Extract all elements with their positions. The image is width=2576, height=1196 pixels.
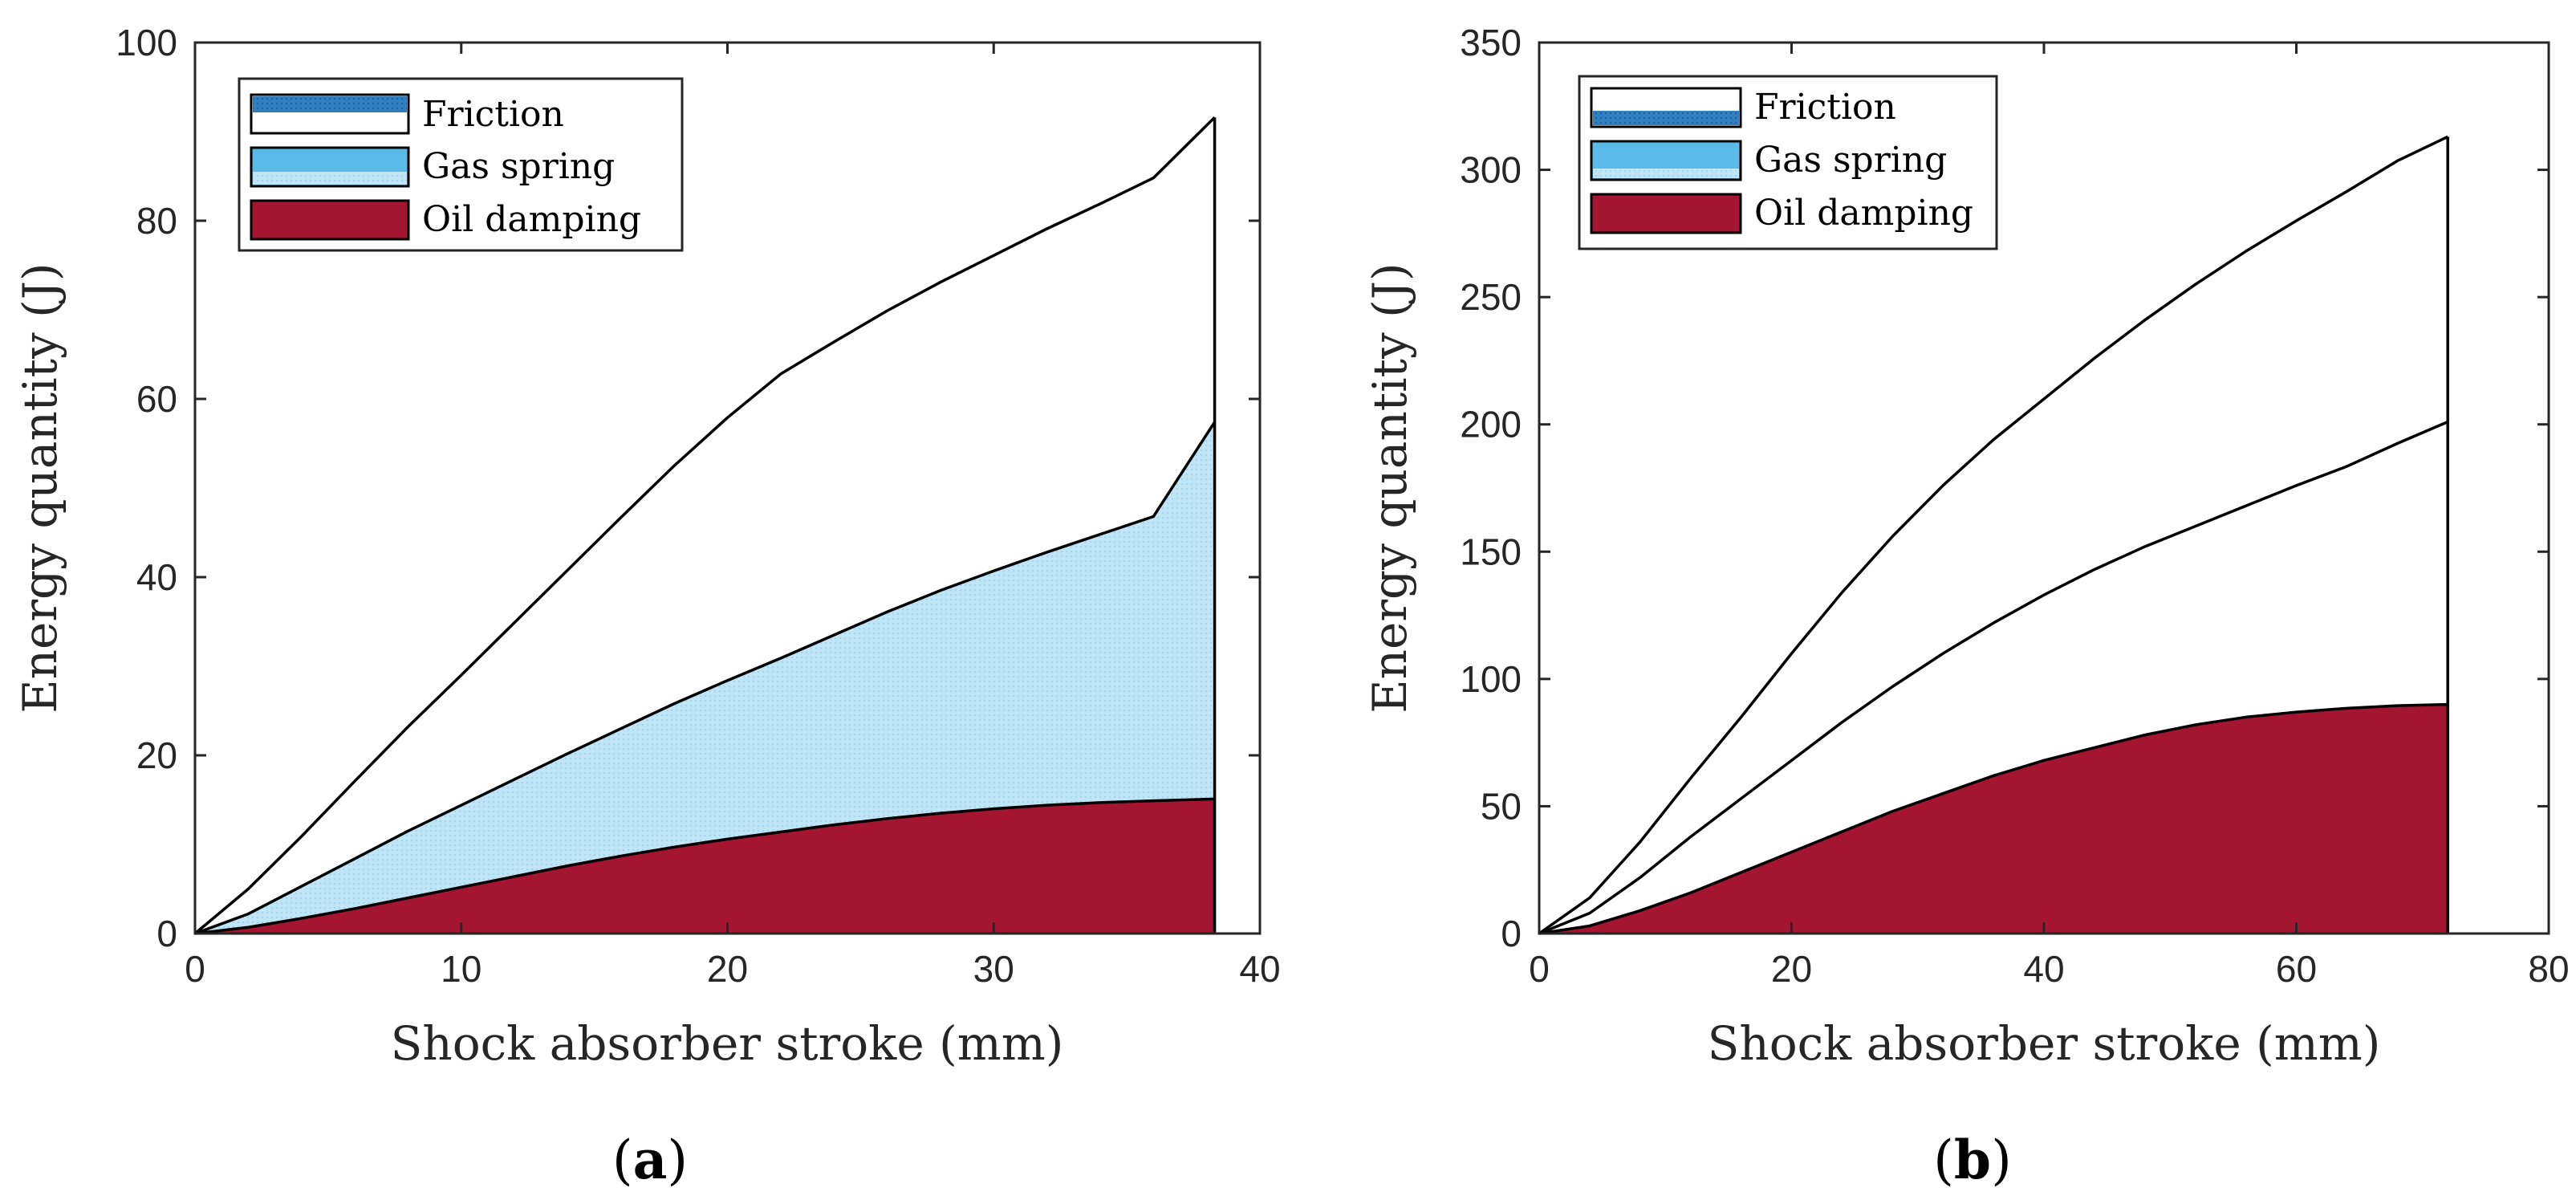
y-tick-label-b: 300 — [1460, 149, 1522, 191]
legend-a: Friction Gas spring Oil damping — [238, 77, 684, 252]
areas-a — [195, 117, 1215, 934]
y-tick-label-b: 250 — [1460, 276, 1522, 318]
x-axis-label-b: Shock absorber stroke (mm) — [1708, 1016, 2381, 1071]
area-oil-damping-b — [1539, 704, 2448, 934]
x-tick-label-a: 30 — [973, 948, 1014, 990]
areas-b — [1539, 136, 2448, 934]
x-tick-label-b: 80 — [2528, 948, 2569, 990]
legend-item-gas-spring-a: Gas spring — [250, 146, 615, 188]
area-oil-damping-a — [195, 799, 1215, 934]
line-friction-b — [1538, 135, 2448, 935]
line-gas-spring-a — [194, 421, 1217, 935]
x-tick-label-b: 20 — [1771, 948, 1812, 990]
legend-item-gas-spring-b: Gas spring — [1590, 140, 1947, 181]
legend-label-friction-a: Friction — [422, 94, 564, 135]
y-tick-label-b: 150 — [1460, 531, 1522, 572]
legend-b: Friction Gas spring Oil damping — [1578, 75, 1998, 250]
y-tick-label-a: 100 — [116, 22, 177, 63]
legend-item-oil-damping-a: Oil damping — [250, 199, 641, 241]
lines-a — [193, 116, 1217, 935]
y-tick-label-a: 60 — [136, 378, 177, 420]
legend-swatch-friction-fill-a — [253, 96, 407, 112]
area-friction-b — [1539, 136, 2448, 934]
legend-item-friction-a: Friction — [250, 93, 564, 135]
y-tick-label-a: 40 — [136, 556, 177, 598]
area-gas-spring-a — [195, 421, 1215, 934]
y-tick-label-b: 350 — [1460, 22, 1522, 63]
y-tick-label-b: 100 — [1460, 658, 1522, 700]
legend-swatch-oil-damping-b — [1590, 193, 1742, 234]
legend-label-gas-spring-a: Gas spring — [422, 146, 615, 187]
legend-label-oil-damping-a: Oil damping — [422, 199, 641, 240]
ticks-b: 0 20 40 60 80 0 50 100 150 200 250 300 350 — [1460, 22, 2569, 990]
y-tick-label-a: 80 — [136, 200, 177, 242]
area-friction-a — [195, 117, 1215, 934]
area-gas-spring-b — [1539, 421, 2448, 934]
x-tick-label-b: 40 — [2023, 948, 2064, 990]
line-gas-spring-b — [1538, 420, 2448, 935]
line-friction-a — [193, 116, 1216, 935]
x-tick-label-b: 60 — [2276, 948, 2317, 990]
chart-a: 0 10 20 30 40 0 20 40 60 80 100 Shock absorber str… — [13, 22, 1281, 1191]
line-oil-damping-b — [1538, 702, 2448, 935]
legend-label-gas-spring-b: Gas spring — [1754, 140, 1947, 181]
legend-label-oil-damping-b: Oil damping — [1754, 193, 1973, 234]
y-tick-label-b: 200 — [1460, 404, 1522, 445]
legend-swatch-friction-fill-b — [1593, 111, 1739, 125]
panel-label-a: (a) — [612, 1129, 688, 1191]
x-tick-label-a: 10 — [441, 948, 481, 990]
x-tick-label-a: 0 — [185, 948, 205, 990]
y-tick-label-a: 0 — [156, 913, 177, 954]
y-tick-label-a: 20 — [136, 734, 177, 776]
y-tick-label-b: 50 — [1481, 785, 1522, 827]
x-tick-label-b: 0 — [1529, 948, 1550, 990]
legend-swatch-gas-spring-fill-b — [1593, 169, 1739, 178]
y-tick-label-b: 0 — [1501, 913, 1522, 954]
ticks-a: 0 10 20 30 40 0 20 40 60 80 100 — [116, 22, 1280, 990]
y-axis-label-b: Energy quantity (J) — [1363, 262, 1417, 713]
panel-label-b: (b) — [1933, 1129, 2012, 1191]
line-oil-damping-a — [194, 797, 1215, 935]
legend-swatch-gas-spring-fill-a — [253, 172, 407, 185]
chart-b: 0 20 40 60 80 0 50 100 150 200 250 300 350 Shock abs… — [1363, 22, 2570, 1191]
legend-swatch-oil-damping-a — [250, 199, 410, 241]
x-tick-label-a: 20 — [707, 948, 748, 990]
y-axis-label-a: Energy quantity (J) — [13, 262, 67, 713]
lines-b — [1538, 135, 2449, 935]
x-tick-label-a: 40 — [1239, 948, 1280, 990]
legend-item-oil-damping-b: Oil damping — [1590, 193, 1973, 234]
x-axis-label-a: Shock absorber stroke (mm) — [391, 1016, 1064, 1071]
legend-item-friction-b: Friction — [1590, 87, 1896, 128]
legend-label-friction-b: Friction — [1754, 87, 1896, 128]
